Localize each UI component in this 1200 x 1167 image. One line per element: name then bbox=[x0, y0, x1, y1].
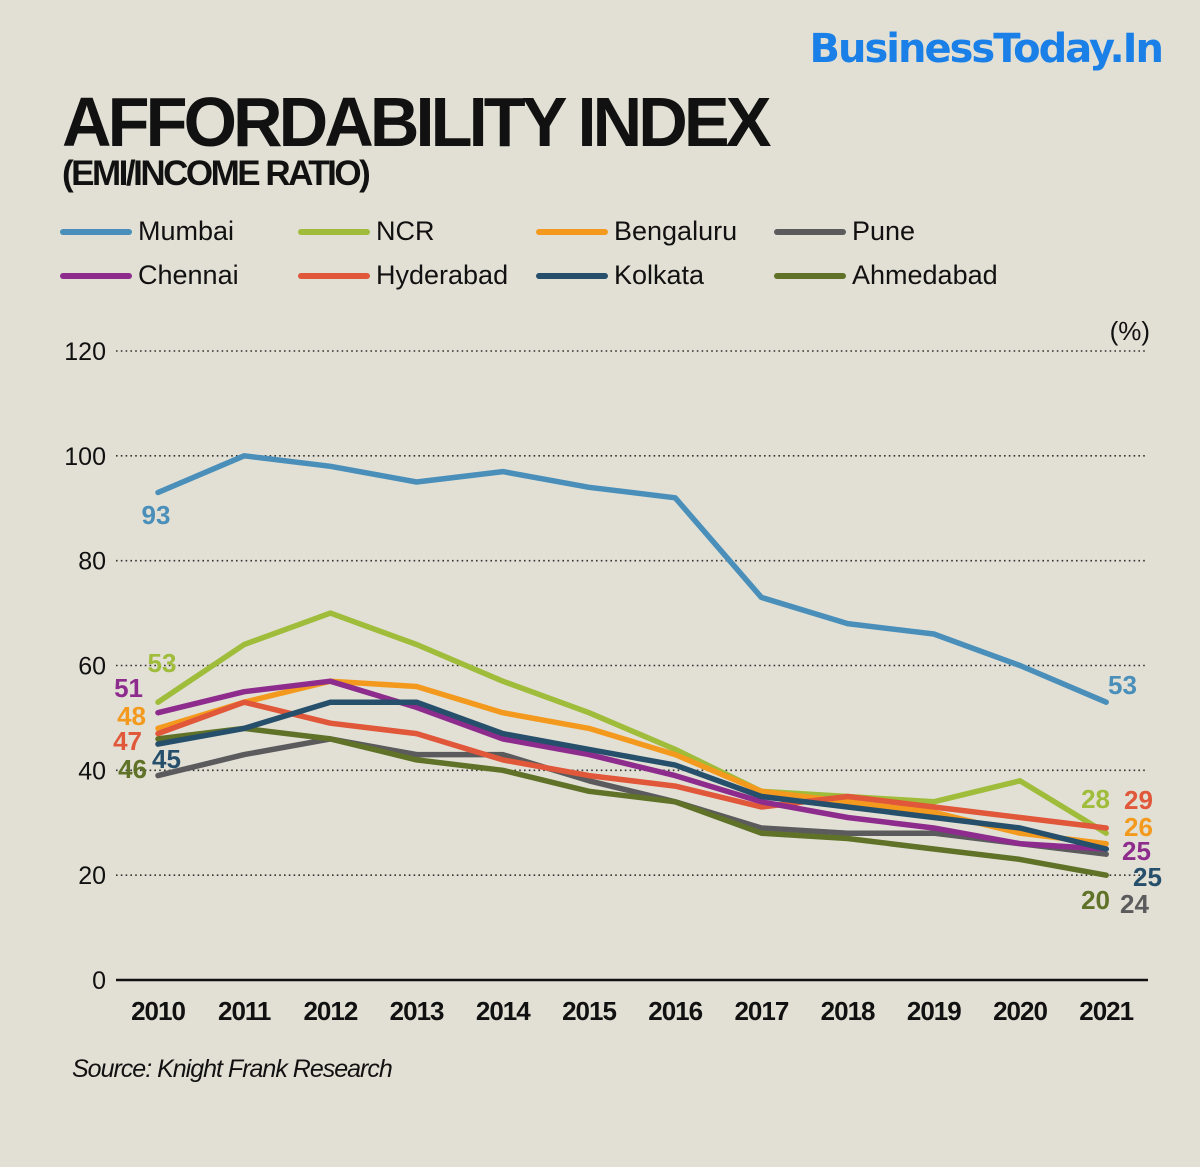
data-label-end: 24 bbox=[1120, 889, 1149, 919]
y-tick-label: 120 bbox=[64, 338, 106, 366]
x-tick-label: 2014 bbox=[476, 996, 531, 1026]
legend-swatch bbox=[536, 228, 608, 235]
series-line-ahmedabad bbox=[155, 725, 1109, 878]
legend-swatch bbox=[298, 228, 370, 235]
x-tick-label: 2020 bbox=[993, 996, 1047, 1026]
data-label-start: 93 bbox=[142, 500, 171, 530]
x-tick-label: 2019 bbox=[907, 996, 961, 1026]
data-label-start: 53 bbox=[148, 648, 177, 678]
y-tick-label: 0 bbox=[92, 967, 106, 995]
series-line-pune bbox=[155, 736, 1109, 857]
y-tick-label: 80 bbox=[78, 548, 106, 576]
data-label-start: 48 bbox=[117, 701, 146, 731]
legend-label: Bengaluru bbox=[614, 216, 738, 246]
legend-swatch bbox=[60, 272, 132, 279]
data-label-end: 25 bbox=[1133, 862, 1162, 892]
data-label-start: 51 bbox=[114, 673, 143, 703]
legend-item-kolkata: Kolkata bbox=[536, 260, 704, 291]
x-tick-label: 2013 bbox=[390, 996, 444, 1026]
legend-swatch bbox=[298, 272, 370, 279]
legend-label: Chennai bbox=[138, 260, 239, 290]
series-line-mumbai bbox=[155, 453, 1109, 705]
legend-item-mumbai: Mumbai bbox=[60, 216, 234, 247]
data-label-end: 26 bbox=[1124, 812, 1153, 842]
series-line-hyderabad bbox=[155, 699, 1109, 831]
data-label-end: 29 bbox=[1124, 785, 1153, 815]
y-tick-label: 60 bbox=[78, 653, 106, 681]
x-tick-label: 2015 bbox=[562, 996, 616, 1026]
x-tick-label: 2012 bbox=[303, 996, 357, 1026]
series-line-ncr bbox=[155, 610, 1109, 836]
brand-logo: BusinessToday.In bbox=[809, 26, 1164, 72]
y-tick-label: 100 bbox=[64, 443, 106, 471]
y-tick-label: 40 bbox=[78, 757, 106, 785]
legend-label: NCR bbox=[376, 216, 435, 246]
legend-swatch bbox=[774, 272, 846, 279]
data-label-start: 46 bbox=[118, 754, 147, 784]
legend-label: Hyderabad bbox=[376, 260, 509, 290]
legend-label: Pune bbox=[852, 216, 916, 246]
series-line-kolkata bbox=[155, 699, 1109, 852]
x-tick-label: 2018 bbox=[821, 996, 875, 1026]
chart-title: AFFORDABILITY INDEX bbox=[62, 83, 771, 161]
data-label-start: 47 bbox=[113, 726, 142, 756]
series-line-chennai bbox=[155, 678, 1109, 852]
legend-item-chennai: Chennai bbox=[60, 260, 239, 291]
data-label-end: 28 bbox=[1081, 784, 1110, 814]
x-tick-label: 2021 bbox=[1079, 996, 1133, 1026]
legend-swatch bbox=[536, 272, 608, 279]
chart-subtitle: (EMI/INCOME RATIO) bbox=[62, 154, 371, 193]
data-label-end: 53 bbox=[1108, 670, 1137, 700]
data-label-end: 20 bbox=[1081, 885, 1110, 915]
legend-item-ncr: NCR bbox=[298, 216, 435, 247]
data-label-end: 25 bbox=[1122, 836, 1151, 866]
legend-swatch bbox=[774, 228, 846, 235]
x-tick-label: 2010 bbox=[131, 996, 185, 1026]
source-note: Source: Knight Frank Research bbox=[72, 1055, 393, 1083]
legend-label: Kolkata bbox=[614, 260, 705, 290]
x-tick-label: 2016 bbox=[648, 996, 702, 1026]
x-tick-label: 2011 bbox=[218, 996, 271, 1026]
legend-item-ahmedabad: Ahmedabad bbox=[774, 260, 998, 291]
legend-item-pune: Pune bbox=[774, 216, 915, 247]
legend-label: Mumbai bbox=[138, 216, 235, 246]
data-label-start: 45 bbox=[152, 744, 181, 774]
legend-item-bengaluru: Bengaluru bbox=[536, 216, 737, 247]
y-tick-label: 20 bbox=[78, 862, 106, 890]
x-tick-label: 2017 bbox=[734, 996, 788, 1026]
legend-label: Ahmedabad bbox=[852, 260, 998, 290]
legend-swatch bbox=[60, 228, 132, 235]
y-axis-unit-label: (%) bbox=[1110, 316, 1150, 346]
legend-item-hyderabad: Hyderabad bbox=[298, 260, 508, 291]
